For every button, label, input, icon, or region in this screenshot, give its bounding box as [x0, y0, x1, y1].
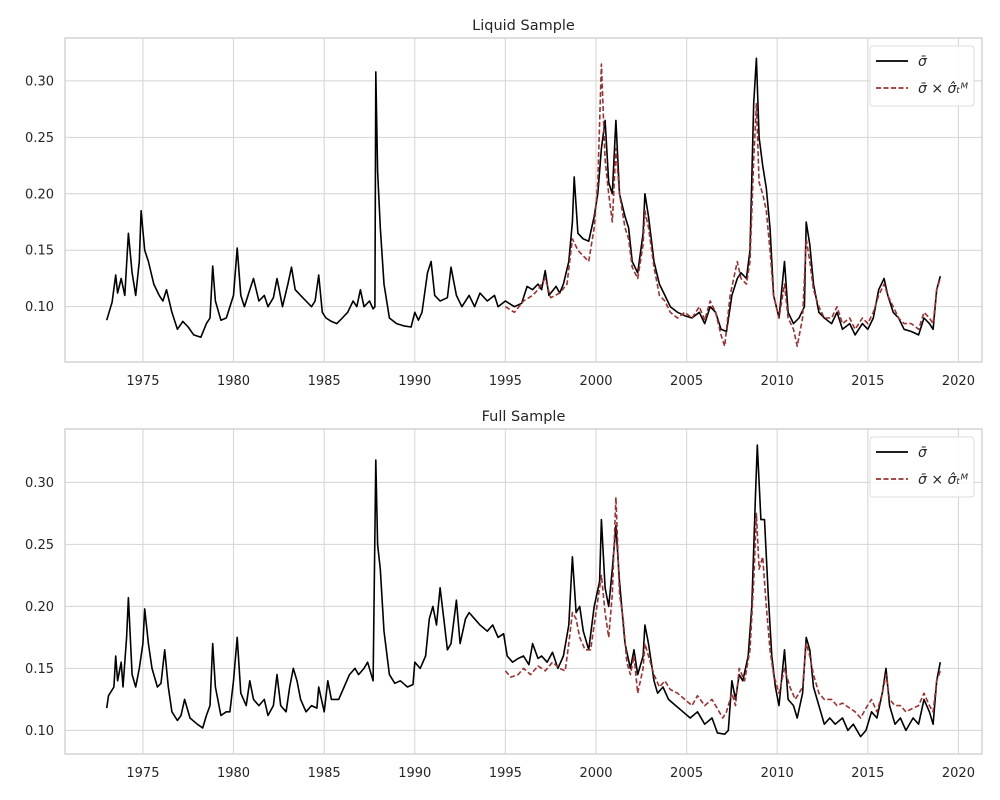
- y-tick-label: 0.10: [25, 724, 54, 739]
- x-tick-label: 1995: [489, 766, 522, 781]
- x-tick-label: 1980: [217, 766, 250, 781]
- x-tick-label: 1980: [217, 374, 250, 389]
- y-tick-label: 0.10: [25, 300, 54, 315]
- x-tick-label: 1990: [398, 374, 431, 389]
- subplot-liquid-sample: 1975 1980 1985 1990 1995 2000 2005 2010 2015 2020…: [25, 18, 983, 389]
- y-tick-label: 0.25: [25, 538, 54, 553]
- x-tick-label: 2010: [761, 766, 794, 781]
- x-tick-label: 2005: [670, 766, 703, 781]
- y-tick-label: 0.20: [25, 600, 54, 615]
- y-tick-label: 0.30: [25, 476, 54, 491]
- legend-label: σ̄: [918, 54, 928, 70]
- y-tick-label: 0.30: [25, 74, 54, 89]
- x-tick-label: 2005: [670, 374, 703, 389]
- x-tick-label: 1975: [126, 766, 159, 781]
- legend: σ̄ σ̄ × σ̂ₜᴹ: [869, 436, 975, 498]
- y-tick-label: 0.25: [25, 131, 54, 146]
- x-tick-label: 1985: [308, 374, 341, 389]
- x-tick-label: 2015: [851, 374, 884, 389]
- y-tick-label: 0.15: [25, 244, 54, 259]
- x-tick-label: 2000: [579, 766, 612, 781]
- y-tick-label: 0.20: [25, 187, 54, 202]
- series-sigma-bar-line: [105, 57, 942, 338]
- axes-frame: [64, 37, 983, 363]
- legend-label: σ̄ × σ̂ₜᴹ: [918, 81, 969, 97]
- series-sigma-bar-times-market-line: [504, 496, 942, 719]
- chart-title: Liquid Sample: [472, 18, 575, 34]
- series-sigma-bar-times-market-line: [504, 63, 942, 347]
- series-sigma-bar-line: [105, 444, 942, 738]
- legend-label: σ̄ × σ̂ₜᴹ: [918, 472, 969, 488]
- x-tick-label: 1975: [126, 374, 159, 389]
- axes-frame: [64, 428, 983, 755]
- legend-label: σ̄: [918, 445, 928, 461]
- x-tick-label: 2010: [761, 374, 794, 389]
- x-tick-label: 1990: [398, 766, 431, 781]
- x-tick-label: 2000: [579, 374, 612, 389]
- x-tick-label: 2015: [851, 766, 884, 781]
- chart-title: Full Sample: [482, 409, 566, 425]
- x-tick-label: 2020: [942, 766, 975, 781]
- subplot-full-sample: 1975 1980 1985 1990 1995 2000 2005 2010 2015 2020…: [25, 409, 983, 781]
- legend: σ̄ σ̄ × σ̂ₜᴹ: [869, 45, 975, 107]
- x-tick-label: 2020: [942, 374, 975, 389]
- y-tick-label: 0.15: [25, 662, 54, 677]
- x-tick-label: 1985: [308, 766, 341, 781]
- x-tick-label: 1995: [489, 374, 522, 389]
